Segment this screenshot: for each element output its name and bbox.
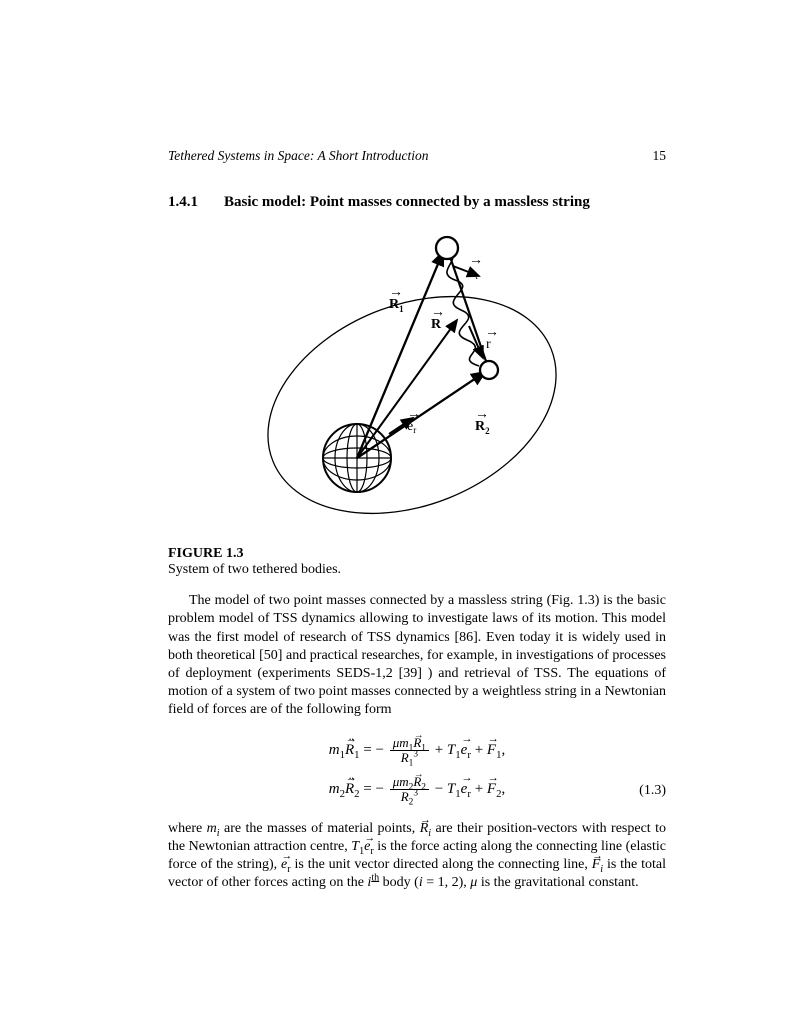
page: Tethered Systems in Space: A Short Intro… (0, 0, 798, 1033)
figure-diagram: → R1 → R → et → r → R2 → er (168, 230, 666, 530)
label-r: r (486, 337, 491, 352)
section-heading: 1.4.1 Basic model: Point masses connecte… (168, 192, 666, 212)
label-R1-sub: 1 (399, 304, 404, 314)
running-header: Tethered Systems in Space: A Short Intro… (168, 148, 666, 164)
paragraph-2: where mi are the masses of material poin… (168, 820, 666, 893)
equation-2: m2R2 = − μm2R2 R23 − T1er + F2, (168, 773, 666, 806)
section-number: 1.4.1 (168, 192, 224, 212)
label-er-sub: r (413, 425, 416, 435)
figure-label: FIGURE 1.3 (168, 546, 666, 562)
equation-number: (1.3) (639, 776, 666, 807)
page-number: 15 (653, 148, 667, 164)
paragraph-1: The model of two point masses connected … (168, 592, 666, 719)
equation-block: m1R1 = − μm1R1 R13 + T1er + F1, m2R2 = −… (168, 734, 666, 806)
section-title: Basic model: Point masses connected by a… (224, 192, 666, 212)
equation-1: m1R1 = − μm1R1 R13 + T1er + F1, (168, 734, 666, 767)
figure-caption: System of two tethered bodies. (168, 562, 666, 578)
label-R: R (431, 317, 442, 332)
running-title: Tethered Systems in Space: A Short Intro… (168, 148, 428, 164)
label-R2-sub: 2 (485, 426, 490, 436)
